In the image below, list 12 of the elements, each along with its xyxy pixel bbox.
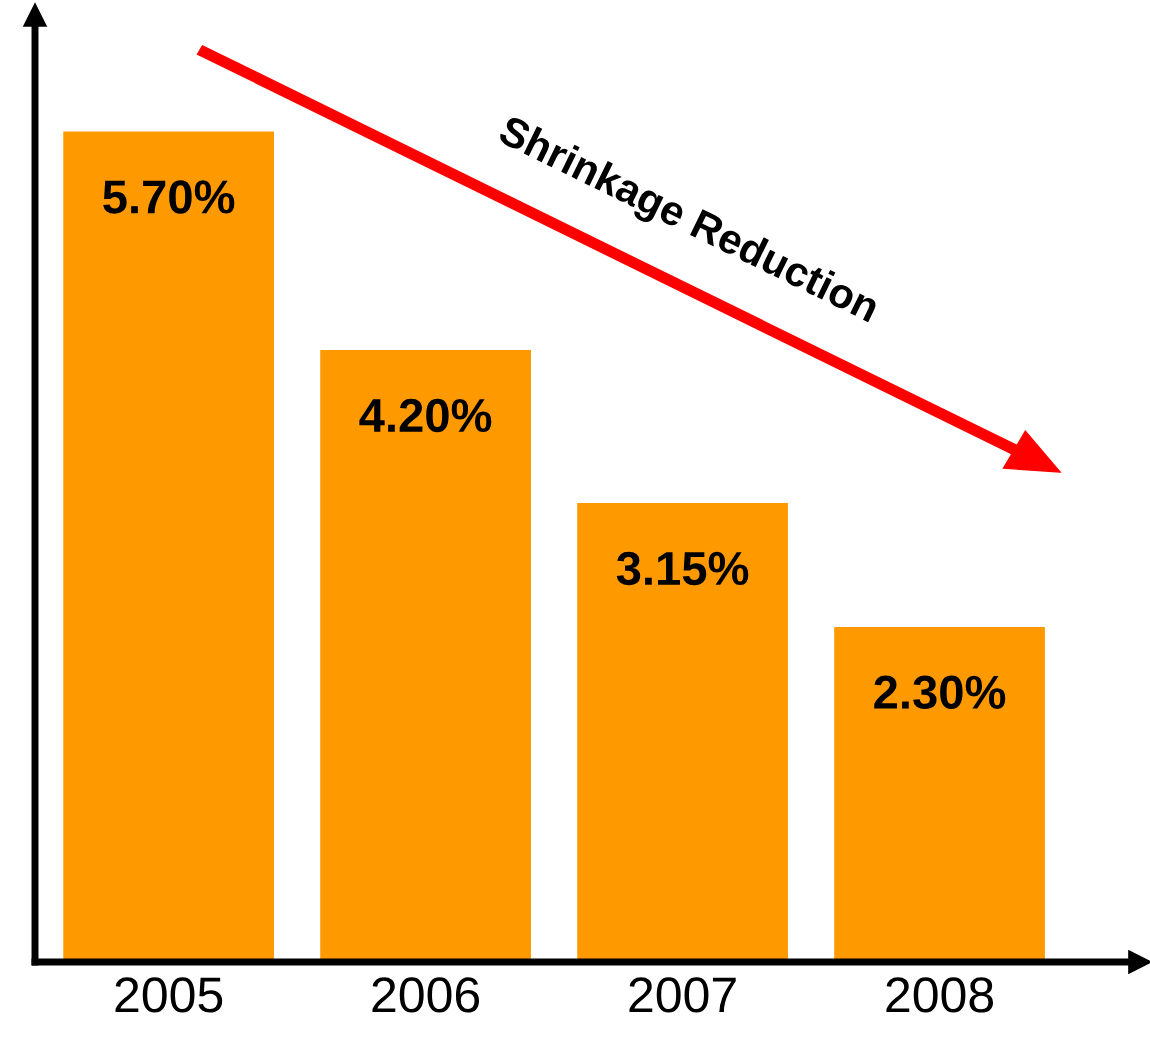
bar [63, 131, 274, 962]
x-tick-label: 2008 [886, 977, 993, 1013]
data-label: 5.70% [103, 180, 235, 214]
bar [834, 626, 1045, 962]
bar [320, 350, 531, 962]
data-label: 3.15% [616, 551, 749, 586]
x-tick-label: 2007 [629, 977, 736, 1013]
data-label: 2.30% [874, 675, 1006, 710]
x-tick-label: 2006 [372, 977, 480, 1013]
x-tick-label: 2005 [115, 977, 223, 1013]
bar [577, 503, 788, 962]
data-label: 4.20% [359, 398, 492, 433]
